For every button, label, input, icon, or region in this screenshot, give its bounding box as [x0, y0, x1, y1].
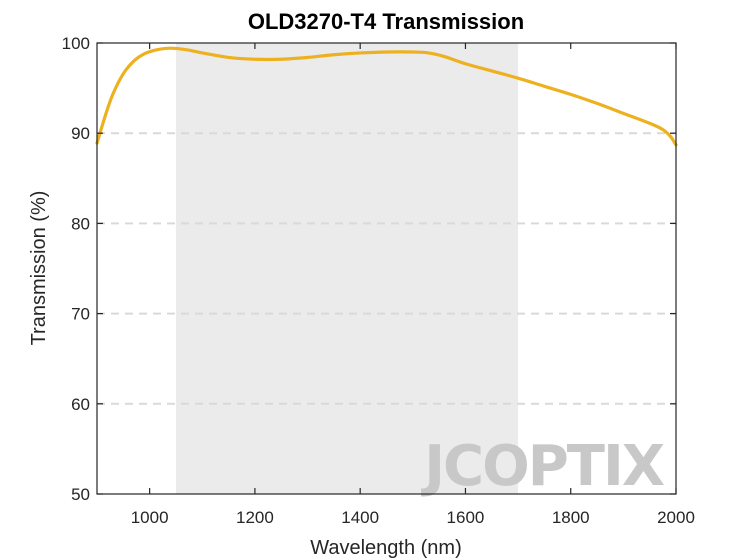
- chart-title: OLD3270-T4 Transmission: [248, 9, 524, 34]
- grid-lines: [97, 132, 676, 405]
- y-tick-label: 50: [71, 485, 90, 504]
- y-axis-ticks: 50 60 70 80 90 100: [62, 34, 676, 504]
- watermark-logo: JCOPTIX: [420, 434, 665, 499]
- x-tick-label: 1200: [236, 508, 274, 527]
- y-tick-label: 90: [71, 124, 90, 143]
- y-tick-label: 60: [71, 395, 90, 414]
- x-axis-ticks: 1000 1200 1400 1600 1800 2000: [131, 43, 695, 527]
- x-tick-label: 2000: [657, 508, 695, 527]
- x-tick-label: 1800: [552, 508, 590, 527]
- y-tick-label: 70: [71, 305, 90, 324]
- highlight-band: [175, 43, 519, 494]
- series-line-transmission: [95, 46, 678, 147]
- x-axis-label: Wavelength (nm): [310, 537, 462, 559]
- plot-frame: [96, 42, 677, 495]
- x-tick-label: 1400: [341, 508, 379, 527]
- y-tick-label: 100: [62, 34, 90, 53]
- x-tick-label: 1000: [131, 508, 169, 527]
- x-tick-label: 1600: [447, 508, 485, 527]
- y-tick-label: 80: [71, 214, 90, 233]
- y-axis-label: Transmission (%): [28, 191, 50, 346]
